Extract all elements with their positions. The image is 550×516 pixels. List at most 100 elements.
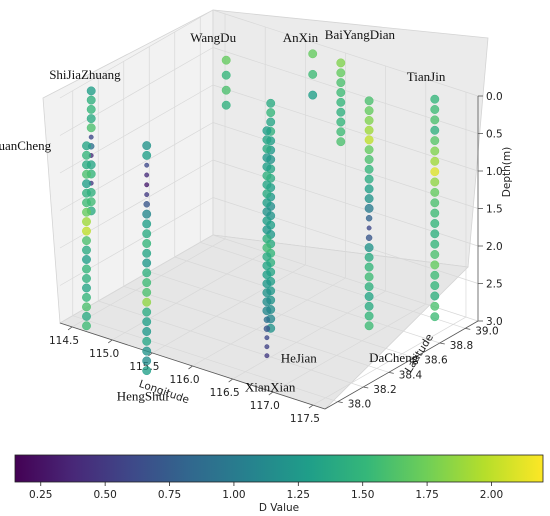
data-point	[262, 153, 272, 163]
data-point	[366, 225, 372, 231]
pane-back-wall	[212, 9, 489, 268]
site-label: LuanCheng	[0, 138, 52, 153]
grid-line-floor-y	[72, 315, 338, 402]
data-point	[82, 141, 91, 151]
data-point	[364, 252, 374, 262]
data-point	[262, 180, 272, 190]
y-tick-label: 38.8	[450, 340, 473, 352]
data-point	[221, 100, 231, 110]
data-point	[142, 239, 152, 248]
data-point	[430, 167, 440, 177]
x-tick-mark	[188, 365, 193, 370]
data-point	[263, 316, 271, 323]
x-tick-label: 116.5	[210, 387, 240, 399]
data-point	[364, 174, 374, 184]
data-point	[82, 321, 91, 331]
data-point	[82, 169, 91, 179]
y-axis-line	[324, 320, 479, 410]
data-point	[364, 203, 374, 213]
colorbar-tick-label: 1.25	[287, 489, 310, 501]
data-point	[364, 125, 374, 135]
data-point	[142, 356, 152, 366]
data-point	[144, 162, 150, 168]
y-tick-label: 39.0	[475, 325, 498, 337]
grid-line-floor-x	[152, 264, 306, 354]
z-tick-label: 1.5	[486, 204, 503, 216]
data-point	[86, 95, 96, 105]
data-point	[86, 104, 96, 114]
data-point	[263, 325, 271, 332]
data-point	[430, 291, 440, 301]
grid-line-left-z	[59, 9, 214, 99]
data-point	[82, 283, 91, 293]
data-point	[430, 198, 440, 208]
data-point	[308, 69, 318, 79]
data-point	[364, 292, 374, 301]
colorbar	[14, 454, 544, 483]
y-tick-mark	[363, 386, 369, 389]
data-point	[82, 217, 91, 227]
grid-line-floor-y	[123, 286, 389, 373]
colorbar-tick-label: 1.50	[351, 489, 374, 501]
site-label: HeJian	[281, 350, 318, 365]
data-point	[82, 150, 91, 160]
colorbar-ticks: 0.25 0.50 0.75 1.00 1.25 1.50 1.75 2.00	[29, 482, 503, 501]
site-column	[364, 96, 374, 331]
data-point	[336, 97, 346, 107]
data-point	[142, 268, 152, 278]
data-point	[142, 219, 152, 229]
data-point	[336, 58, 346, 68]
y-tick-mark	[414, 357, 420, 360]
data-point	[430, 105, 440, 114]
data-point	[82, 226, 91, 236]
data-point	[430, 250, 440, 259]
data-point	[430, 125, 440, 135]
data-point	[142, 278, 152, 288]
z-axis-ticks: 0.0 0.5 1.0 1.5 2.0 2.5 3.0	[478, 91, 503, 328]
colorbar-tick-label: 0.25	[29, 489, 52, 501]
data-point	[86, 114, 96, 124]
data-point	[262, 198, 272, 208]
site-label: XianXian	[245, 380, 296, 395]
data-point	[430, 239, 440, 249]
data-point	[264, 344, 270, 350]
data-point	[264, 335, 270, 341]
site-column	[82, 141, 91, 331]
data-point	[88, 134, 94, 140]
grid-line-back-z	[212, 9, 479, 97]
data-point	[364, 321, 374, 331]
data-point	[266, 98, 276, 108]
data-point	[142, 209, 152, 219]
data-point	[262, 171, 272, 181]
z-tick-label: 0.5	[486, 129, 503, 141]
data-point	[262, 288, 272, 298]
data-point	[430, 94, 440, 104]
data-point	[262, 306, 272, 316]
site-label: DaCheng	[369, 350, 419, 365]
site-label: BaiYangDian	[325, 27, 396, 42]
data-point	[364, 115, 374, 125]
grid-line-left-z	[59, 47, 214, 136]
data-point	[266, 117, 276, 127]
x-tick-mark	[308, 404, 314, 409]
colorbar-tick-label: 2.00	[480, 489, 503, 501]
data-point	[430, 281, 440, 291]
site-column	[336, 58, 346, 147]
data-point	[82, 274, 91, 283]
data-point	[430, 156, 440, 166]
data-point	[221, 70, 231, 80]
data-point	[142, 317, 152, 327]
data-point	[144, 172, 150, 178]
y-tick-mark	[465, 327, 471, 330]
data-point	[364, 272, 374, 282]
data-point	[142, 229, 152, 239]
data-point	[308, 90, 318, 100]
data-point	[364, 282, 374, 292]
grid-line-floor-x	[312, 316, 467, 406]
site-labels: LuanCheng ShiJiaZhuang HengShui WangDu XianX…	[0, 27, 446, 404]
colorbar-tick-label: 1.75	[415, 489, 438, 501]
data-point	[364, 145, 374, 155]
data-point	[336, 88, 346, 97]
